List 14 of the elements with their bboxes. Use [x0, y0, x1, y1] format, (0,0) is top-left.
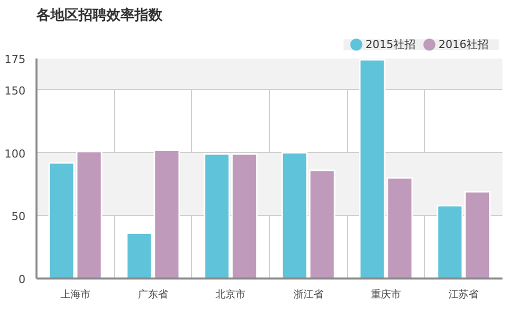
x-tick-label: 北京市 — [216, 288, 246, 300]
y-tick-label: 150 — [4, 84, 26, 98]
y-tick-label: 50 — [12, 210, 26, 224]
x-tick-label: 江苏省 — [448, 288, 479, 300]
y-tick-label: 0 — [18, 273, 26, 286]
x-tick-label: 上海市 — [60, 288, 90, 300]
x-tick-label: 浙江省 — [293, 288, 324, 300]
x-tick-label: 广东省 — [138, 288, 168, 300]
legend-label: 2015社招 — [365, 38, 416, 52]
y-tick-label: 100 — [4, 147, 26, 160]
chart-title: 各地区招聘效率指数 — [36, 6, 164, 24]
y-tick-label: 175 — [4, 53, 26, 66]
legend-label: 2016社招 — [438, 38, 489, 52]
x-tick-label: 重庆市 — [371, 288, 401, 300]
